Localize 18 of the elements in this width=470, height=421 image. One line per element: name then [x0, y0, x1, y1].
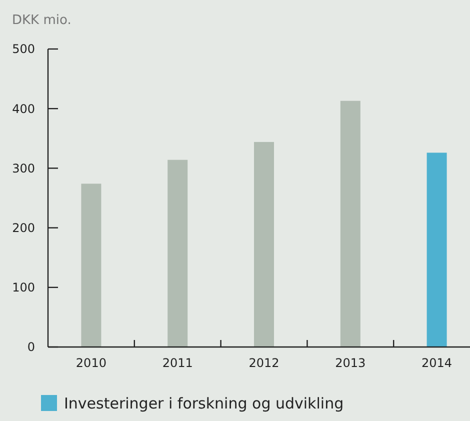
bar [168, 160, 188, 347]
y-tick-label: 0 [27, 340, 35, 354]
y-axis-title: DKK mio. [12, 13, 72, 28]
bar [254, 142, 274, 347]
x-tick-label: 2010 [76, 356, 106, 370]
x-tick-label: 2014 [422, 356, 452, 370]
bar [81, 184, 102, 347]
y-tick-label: 500 [12, 42, 35, 56]
y-tick-label: 100 [12, 280, 35, 295]
y-tick-label: 200 [12, 221, 35, 235]
legend-label: Investeringer i forskning og udvikling [64, 394, 344, 412]
x-tick-label: 2013 [335, 356, 366, 370]
y-tick-label: 300 [12, 161, 35, 176]
x-tick-label: 2011 [162, 356, 193, 370]
x-tick-label: 2012 [248, 356, 280, 370]
bar [340, 100, 360, 347]
y-tick-label: 400 [12, 102, 35, 116]
bar [426, 152, 447, 347]
